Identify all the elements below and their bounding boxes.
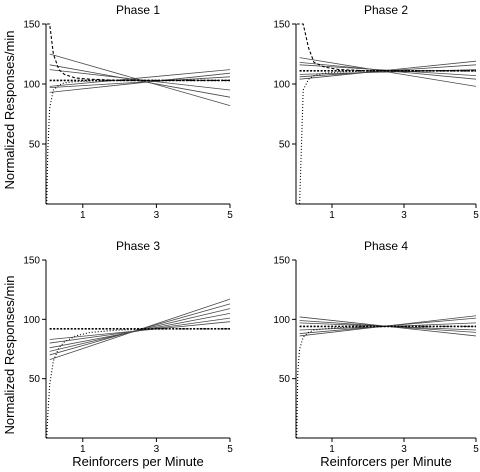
series-line-9 bbox=[46, 23, 230, 81]
series-line-5 bbox=[49, 72, 231, 93]
x-tick-label: 3 bbox=[154, 210, 160, 221]
series-line-8 bbox=[46, 79, 230, 205]
x-tick-label: 5 bbox=[227, 444, 233, 455]
x-tick-label: 1 bbox=[329, 210, 335, 221]
series-line-6 bbox=[49, 321, 231, 340]
panel-3: Phase 3 50 100 150 1 3 5 bbox=[23, 239, 233, 455]
y-tick-label: 50 bbox=[29, 374, 41, 385]
y-tick-label: 150 bbox=[23, 256, 40, 267]
x-tick-label: 1 bbox=[80, 444, 86, 455]
x-tick-label: 1 bbox=[80, 210, 86, 221]
y-tick-label: 50 bbox=[279, 374, 291, 385]
panel-title: Phase 1 bbox=[116, 3, 160, 17]
series-line-2 bbox=[49, 64, 231, 98]
y-tick-label: 50 bbox=[279, 140, 291, 151]
y-tick-label: 150 bbox=[273, 256, 290, 267]
x-tick-label: 5 bbox=[473, 444, 479, 455]
panel-2: Phase 2 50 100 150 1 3 5 bbox=[273, 3, 479, 221]
panel-title: Phase 4 bbox=[364, 239, 408, 253]
series-line-6 bbox=[49, 69, 231, 87]
y-tick-label: 100 bbox=[23, 80, 40, 91]
series-line-3 bbox=[49, 308, 231, 352]
y-tick-label: 50 bbox=[29, 140, 41, 151]
y-tick-label: 100 bbox=[273, 80, 290, 91]
x-tick-label: 5 bbox=[227, 210, 233, 221]
x-axis-label-right: Reinforcers per Minute bbox=[320, 454, 452, 469]
panel-1: Phase 1 50 100 150 1 3 5 bbox=[23, 3, 233, 221]
y-tick-label: 100 bbox=[273, 315, 290, 326]
y-axis-label-bottom: Normalized Responses/min bbox=[2, 276, 17, 435]
series-line-9 bbox=[296, 23, 476, 72]
series-line-8 bbox=[296, 325, 476, 439]
x-tick-label: 1 bbox=[329, 444, 335, 455]
panel-title: Phase 2 bbox=[364, 3, 408, 17]
series-line-8 bbox=[296, 70, 476, 205]
panel-title: Phase 3 bbox=[116, 239, 160, 253]
x-axis-label-left: Reinforcers per Minute bbox=[72, 454, 204, 469]
y-tick-label: 100 bbox=[23, 315, 40, 326]
x-tick-label: 3 bbox=[154, 444, 160, 455]
y-tick-label: 150 bbox=[273, 20, 290, 31]
x-tick-label: 5 bbox=[473, 210, 479, 221]
y-tick-label: 150 bbox=[23, 20, 40, 31]
series-line-8 bbox=[46, 328, 230, 439]
series-line-4 bbox=[49, 76, 231, 88]
series-line-3 bbox=[49, 69, 231, 91]
panel-4: Phase 4 50 100 150 1 3 5 bbox=[273, 239, 479, 455]
x-tick-label: 3 bbox=[401, 444, 407, 455]
y-axis-label-top: Normalized Responses/min bbox=[2, 31, 17, 190]
x-tick-label: 3 bbox=[401, 210, 407, 221]
